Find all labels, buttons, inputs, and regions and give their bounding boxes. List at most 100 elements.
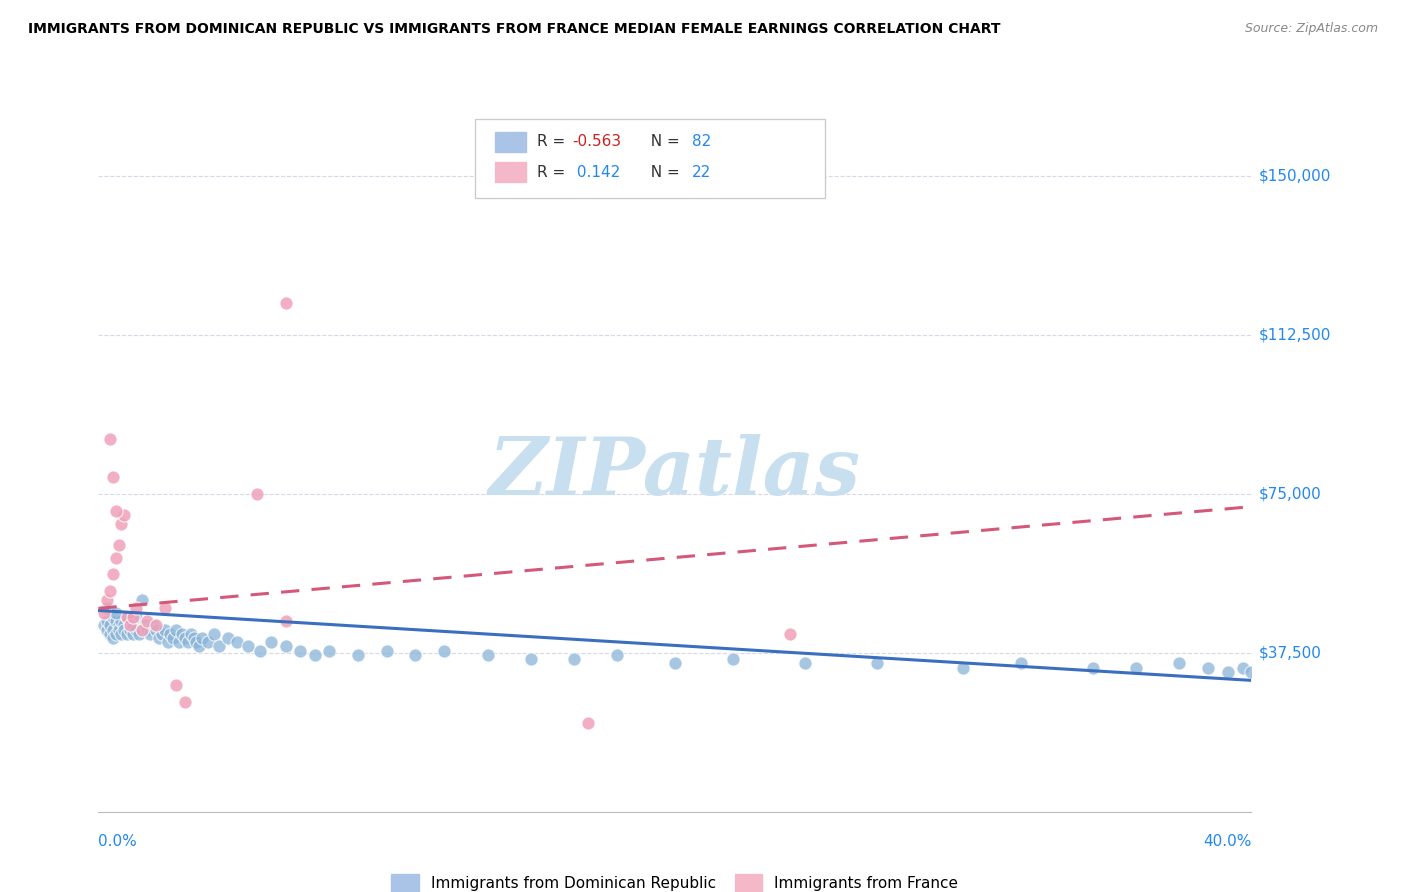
Point [139, 626, 162, 640]
Point [318, 644, 340, 658]
Point [167, 635, 190, 649]
Point [174, 694, 197, 708]
Point [156, 635, 179, 649]
Text: $37,500: $37,500 [1258, 645, 1322, 660]
Text: ZIPatlas: ZIPatlas [489, 434, 860, 511]
Point [793, 657, 815, 671]
Point [107, 618, 129, 632]
Point [125, 601, 148, 615]
Point [110, 516, 132, 531]
Point [145, 618, 167, 632]
Point [202, 626, 225, 640]
Point [952, 660, 974, 674]
Point [174, 631, 197, 645]
Point [274, 296, 297, 310]
Point [122, 626, 145, 640]
Point [153, 623, 176, 637]
Point [93, 606, 115, 620]
Point [274, 614, 297, 628]
Point [98, 432, 121, 446]
Text: N =: N = [641, 135, 685, 149]
Point [93, 618, 115, 632]
Point [779, 626, 801, 640]
Text: $75,000: $75,000 [1258, 486, 1322, 501]
Text: 0.142: 0.142 [572, 165, 620, 179]
Point [98, 626, 121, 640]
Point [125, 610, 148, 624]
Point [1232, 660, 1254, 674]
Text: 0.0%: 0.0% [98, 834, 138, 849]
Text: 22: 22 [692, 165, 711, 179]
Point [217, 631, 239, 645]
Text: R =: R = [537, 135, 571, 149]
Legend: Immigrants from Dominican Republic, Immigrants from France: Immigrants from Dominican Republic, Immi… [391, 873, 959, 892]
Point [606, 648, 628, 662]
Point [98, 618, 121, 632]
Point [578, 715, 600, 730]
Point [101, 567, 124, 582]
Text: $150,000: $150,000 [1258, 169, 1330, 184]
Point [186, 635, 208, 649]
Point [120, 623, 142, 637]
Point [96, 614, 118, 628]
Point [148, 631, 170, 645]
Point [866, 657, 889, 671]
Point [183, 631, 205, 645]
Point [260, 635, 283, 649]
Point [721, 652, 744, 666]
Point [664, 657, 686, 671]
Text: IMMIGRANTS FROM DOMINICAN REPUBLIC VS IMMIGRANTS FROM FRANCE MEDIAN FEMALE EARNI: IMMIGRANTS FROM DOMINICAN REPUBLIC VS IM… [28, 22, 1001, 37]
Point [98, 584, 121, 599]
Point [191, 631, 214, 645]
Point [165, 623, 187, 637]
Point [110, 614, 132, 628]
Point [131, 592, 153, 607]
Point [101, 623, 124, 637]
Point [197, 635, 219, 649]
Text: R =: R = [537, 165, 571, 179]
Point [117, 610, 138, 624]
Point [110, 626, 132, 640]
Point [104, 504, 127, 518]
Point [1010, 657, 1032, 671]
Point [112, 623, 135, 637]
Point [131, 623, 153, 637]
Point [162, 631, 184, 645]
Point [208, 640, 231, 654]
Point [96, 592, 118, 607]
Point [170, 626, 193, 640]
Text: 40.0%: 40.0% [1204, 834, 1251, 849]
Point [96, 601, 118, 615]
Point [136, 614, 159, 628]
Point [477, 648, 499, 662]
Point [290, 644, 312, 658]
Point [104, 550, 127, 565]
Point [1168, 657, 1191, 671]
Point [112, 618, 135, 632]
Point [433, 644, 456, 658]
Text: $112,500: $112,500 [1258, 327, 1330, 343]
Point [225, 635, 247, 649]
Point [153, 601, 176, 615]
Point [165, 678, 187, 692]
Point [117, 610, 138, 624]
Point [562, 652, 585, 666]
Point [1125, 660, 1147, 674]
Point [128, 626, 150, 640]
Point [274, 640, 297, 654]
Text: -0.563: -0.563 [572, 135, 621, 149]
Point [117, 626, 138, 640]
Point [188, 640, 211, 654]
Point [122, 618, 145, 632]
Point [107, 538, 129, 552]
Point [180, 626, 202, 640]
Text: N =: N = [641, 165, 685, 179]
Point [125, 623, 148, 637]
Point [1197, 660, 1219, 674]
Point [101, 470, 124, 484]
Point [520, 652, 543, 666]
Point [107, 623, 129, 637]
Point [375, 644, 398, 658]
Point [120, 618, 142, 632]
Point [1081, 660, 1104, 674]
